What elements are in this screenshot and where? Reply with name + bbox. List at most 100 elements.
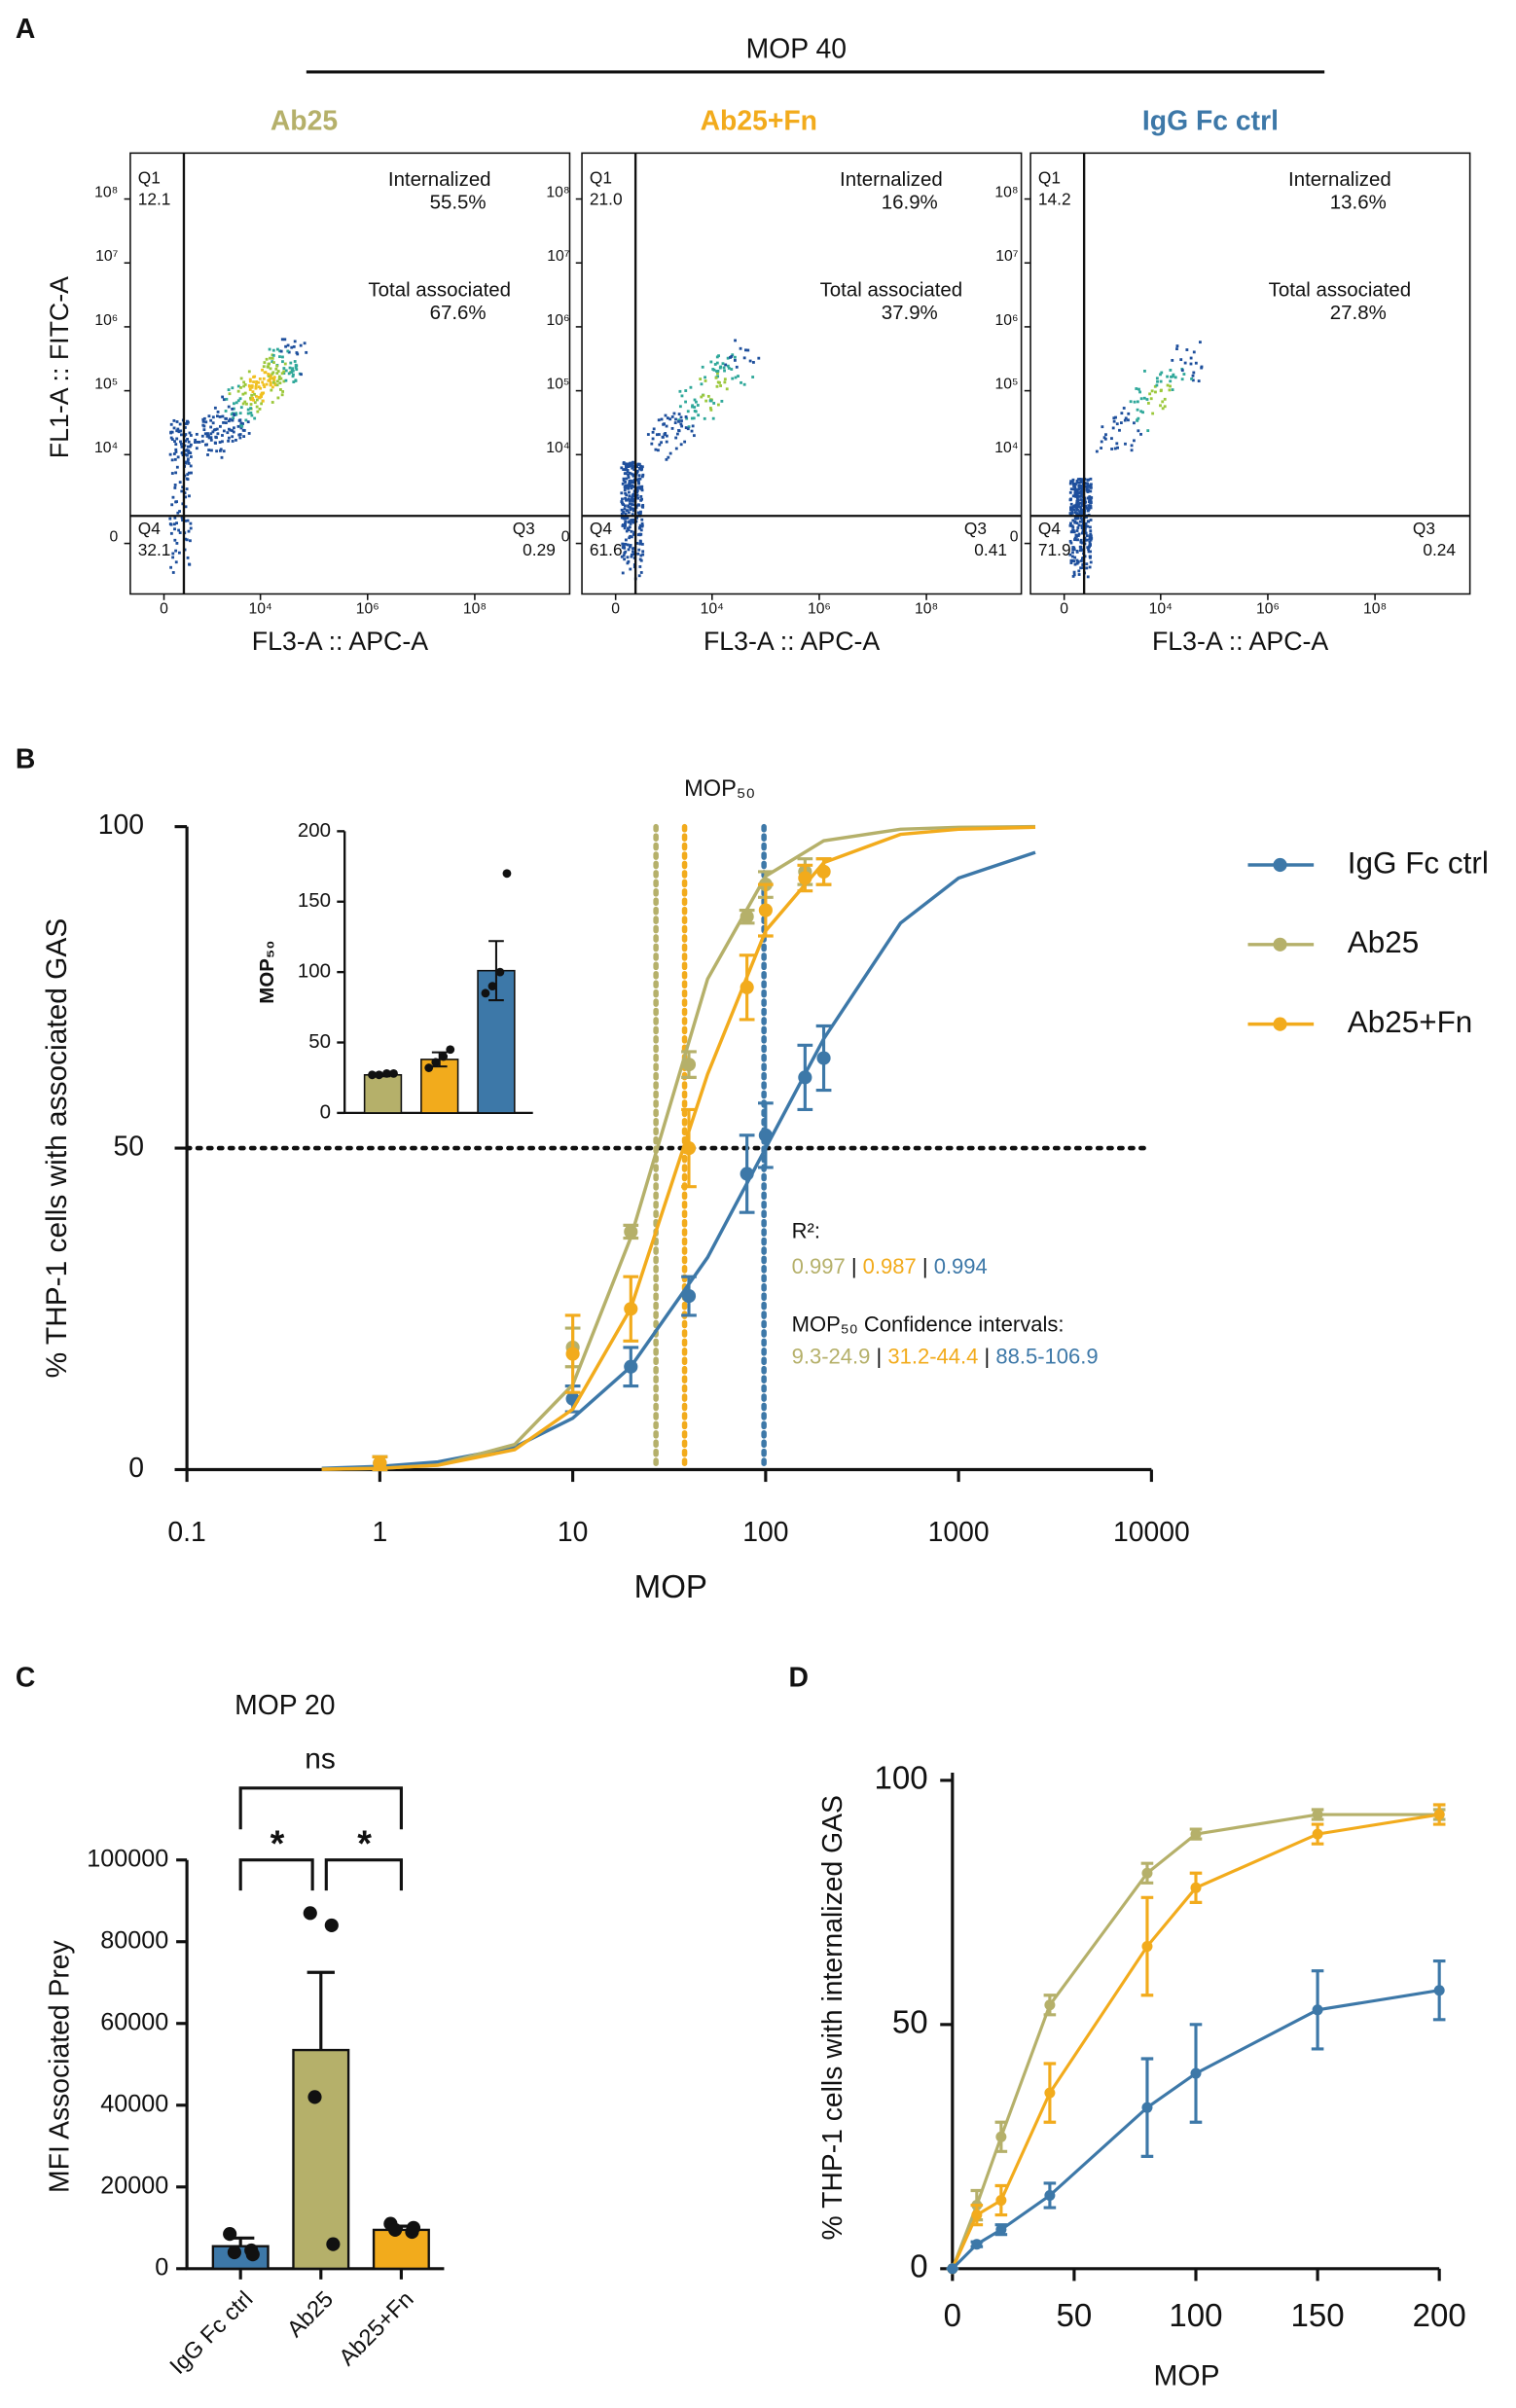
density-dot — [1153, 384, 1157, 388]
density-dot — [629, 567, 632, 571]
data-point — [373, 1456, 387, 1470]
density-dot — [1078, 484, 1082, 487]
density-dot — [227, 439, 231, 443]
density-dot — [657, 418, 661, 422]
density-dot — [1073, 562, 1077, 566]
density-dot — [271, 371, 275, 375]
inset-point — [481, 988, 490, 998]
density-dot — [624, 512, 628, 516]
x-axis-label: FL3-A :: APC-A — [704, 627, 880, 656]
density-dot — [627, 497, 631, 501]
inset-point — [389, 1068, 398, 1078]
density-dot — [1089, 525, 1092, 529]
density-dot — [1073, 485, 1077, 489]
density-dot — [274, 367, 278, 371]
density-dot — [185, 487, 189, 490]
density-dot — [276, 347, 279, 351]
density-dot — [293, 360, 297, 363]
y-tick-label: 10⁷ — [547, 248, 569, 265]
density-dot — [628, 494, 632, 498]
density-dot — [246, 412, 250, 415]
density-dot — [623, 526, 627, 530]
data-point — [681, 1058, 697, 1072]
density-dot — [679, 422, 683, 426]
density-dot — [1115, 442, 1119, 446]
density-dot — [176, 511, 180, 515]
density-dot — [637, 480, 640, 484]
density-dot — [271, 401, 274, 404]
density-dot — [174, 443, 178, 447]
density-dot — [1086, 546, 1090, 550]
density-dot — [1101, 425, 1104, 429]
density-dot — [752, 361, 755, 364]
density-dot — [216, 410, 220, 413]
density-dot — [178, 510, 181, 513]
density-dot — [1120, 412, 1124, 415]
density-dot — [1076, 526, 1080, 529]
density-dot — [213, 406, 217, 410]
density-dot — [255, 398, 259, 402]
density-dot — [174, 549, 178, 553]
density-dot — [272, 378, 276, 381]
legend-label: Ab25+Fn — [1348, 1005, 1473, 1039]
density-dot — [1183, 361, 1187, 365]
density-dot — [639, 528, 643, 532]
density-dot — [244, 418, 248, 422]
density-dot — [1083, 527, 1087, 530]
density-dot — [224, 410, 228, 413]
density-dot — [1075, 521, 1079, 525]
data-point — [1141, 2102, 1153, 2113]
density-dot — [215, 436, 218, 440]
density-dot — [1085, 506, 1089, 510]
significance-brackets — [238, 1786, 403, 1891]
density-dot — [178, 531, 182, 534]
density-dot — [1112, 416, 1116, 420]
density-dot — [712, 402, 716, 405]
data-point — [1433, 1985, 1445, 1996]
density-dot — [253, 392, 256, 396]
density-dot — [235, 412, 238, 415]
density-dot — [1089, 550, 1093, 554]
data-point — [1141, 1941, 1153, 1953]
density-dot — [246, 408, 250, 412]
data-point — [995, 2131, 1007, 2142]
density-dot — [627, 528, 631, 531]
density-dot — [1068, 523, 1072, 527]
density-dot — [279, 349, 283, 353]
density-dot — [735, 365, 739, 369]
density-dot — [1124, 442, 1127, 446]
density-dot — [665, 424, 668, 428]
quadrant-value: 14.2 — [1038, 190, 1071, 209]
density-dot — [169, 531, 173, 535]
density-dot — [252, 380, 255, 383]
density-dot — [1075, 558, 1079, 562]
density-dot — [1071, 494, 1075, 498]
y-tick-label: 10⁴ — [994, 440, 1018, 456]
density-dot — [1089, 529, 1093, 533]
density-dot — [257, 395, 261, 399]
x-tick-label: 10⁸ — [1363, 600, 1387, 617]
density-dot — [271, 360, 274, 364]
density-dot — [186, 473, 190, 477]
density-dot — [1159, 389, 1163, 393]
y-tick-label: 10⁷ — [995, 248, 1018, 265]
density-dot — [624, 522, 627, 525]
density-dot — [640, 521, 644, 525]
density-dot — [249, 411, 253, 414]
density-dot — [204, 420, 208, 424]
density-dot — [630, 503, 633, 506]
density-dot — [1150, 389, 1154, 393]
density-dot — [1086, 484, 1090, 487]
density-dot — [1072, 548, 1076, 552]
significance-label: ns — [305, 1743, 336, 1775]
density-dot — [636, 552, 640, 556]
density-dot — [629, 506, 632, 510]
density-dot — [1115, 422, 1119, 426]
density-dot — [1111, 426, 1115, 430]
density-dot — [636, 496, 640, 500]
density-dot — [243, 400, 247, 404]
density-dot — [746, 348, 750, 352]
density-dot — [690, 429, 694, 433]
density-dot — [1069, 508, 1072, 512]
data-point — [307, 2090, 322, 2104]
